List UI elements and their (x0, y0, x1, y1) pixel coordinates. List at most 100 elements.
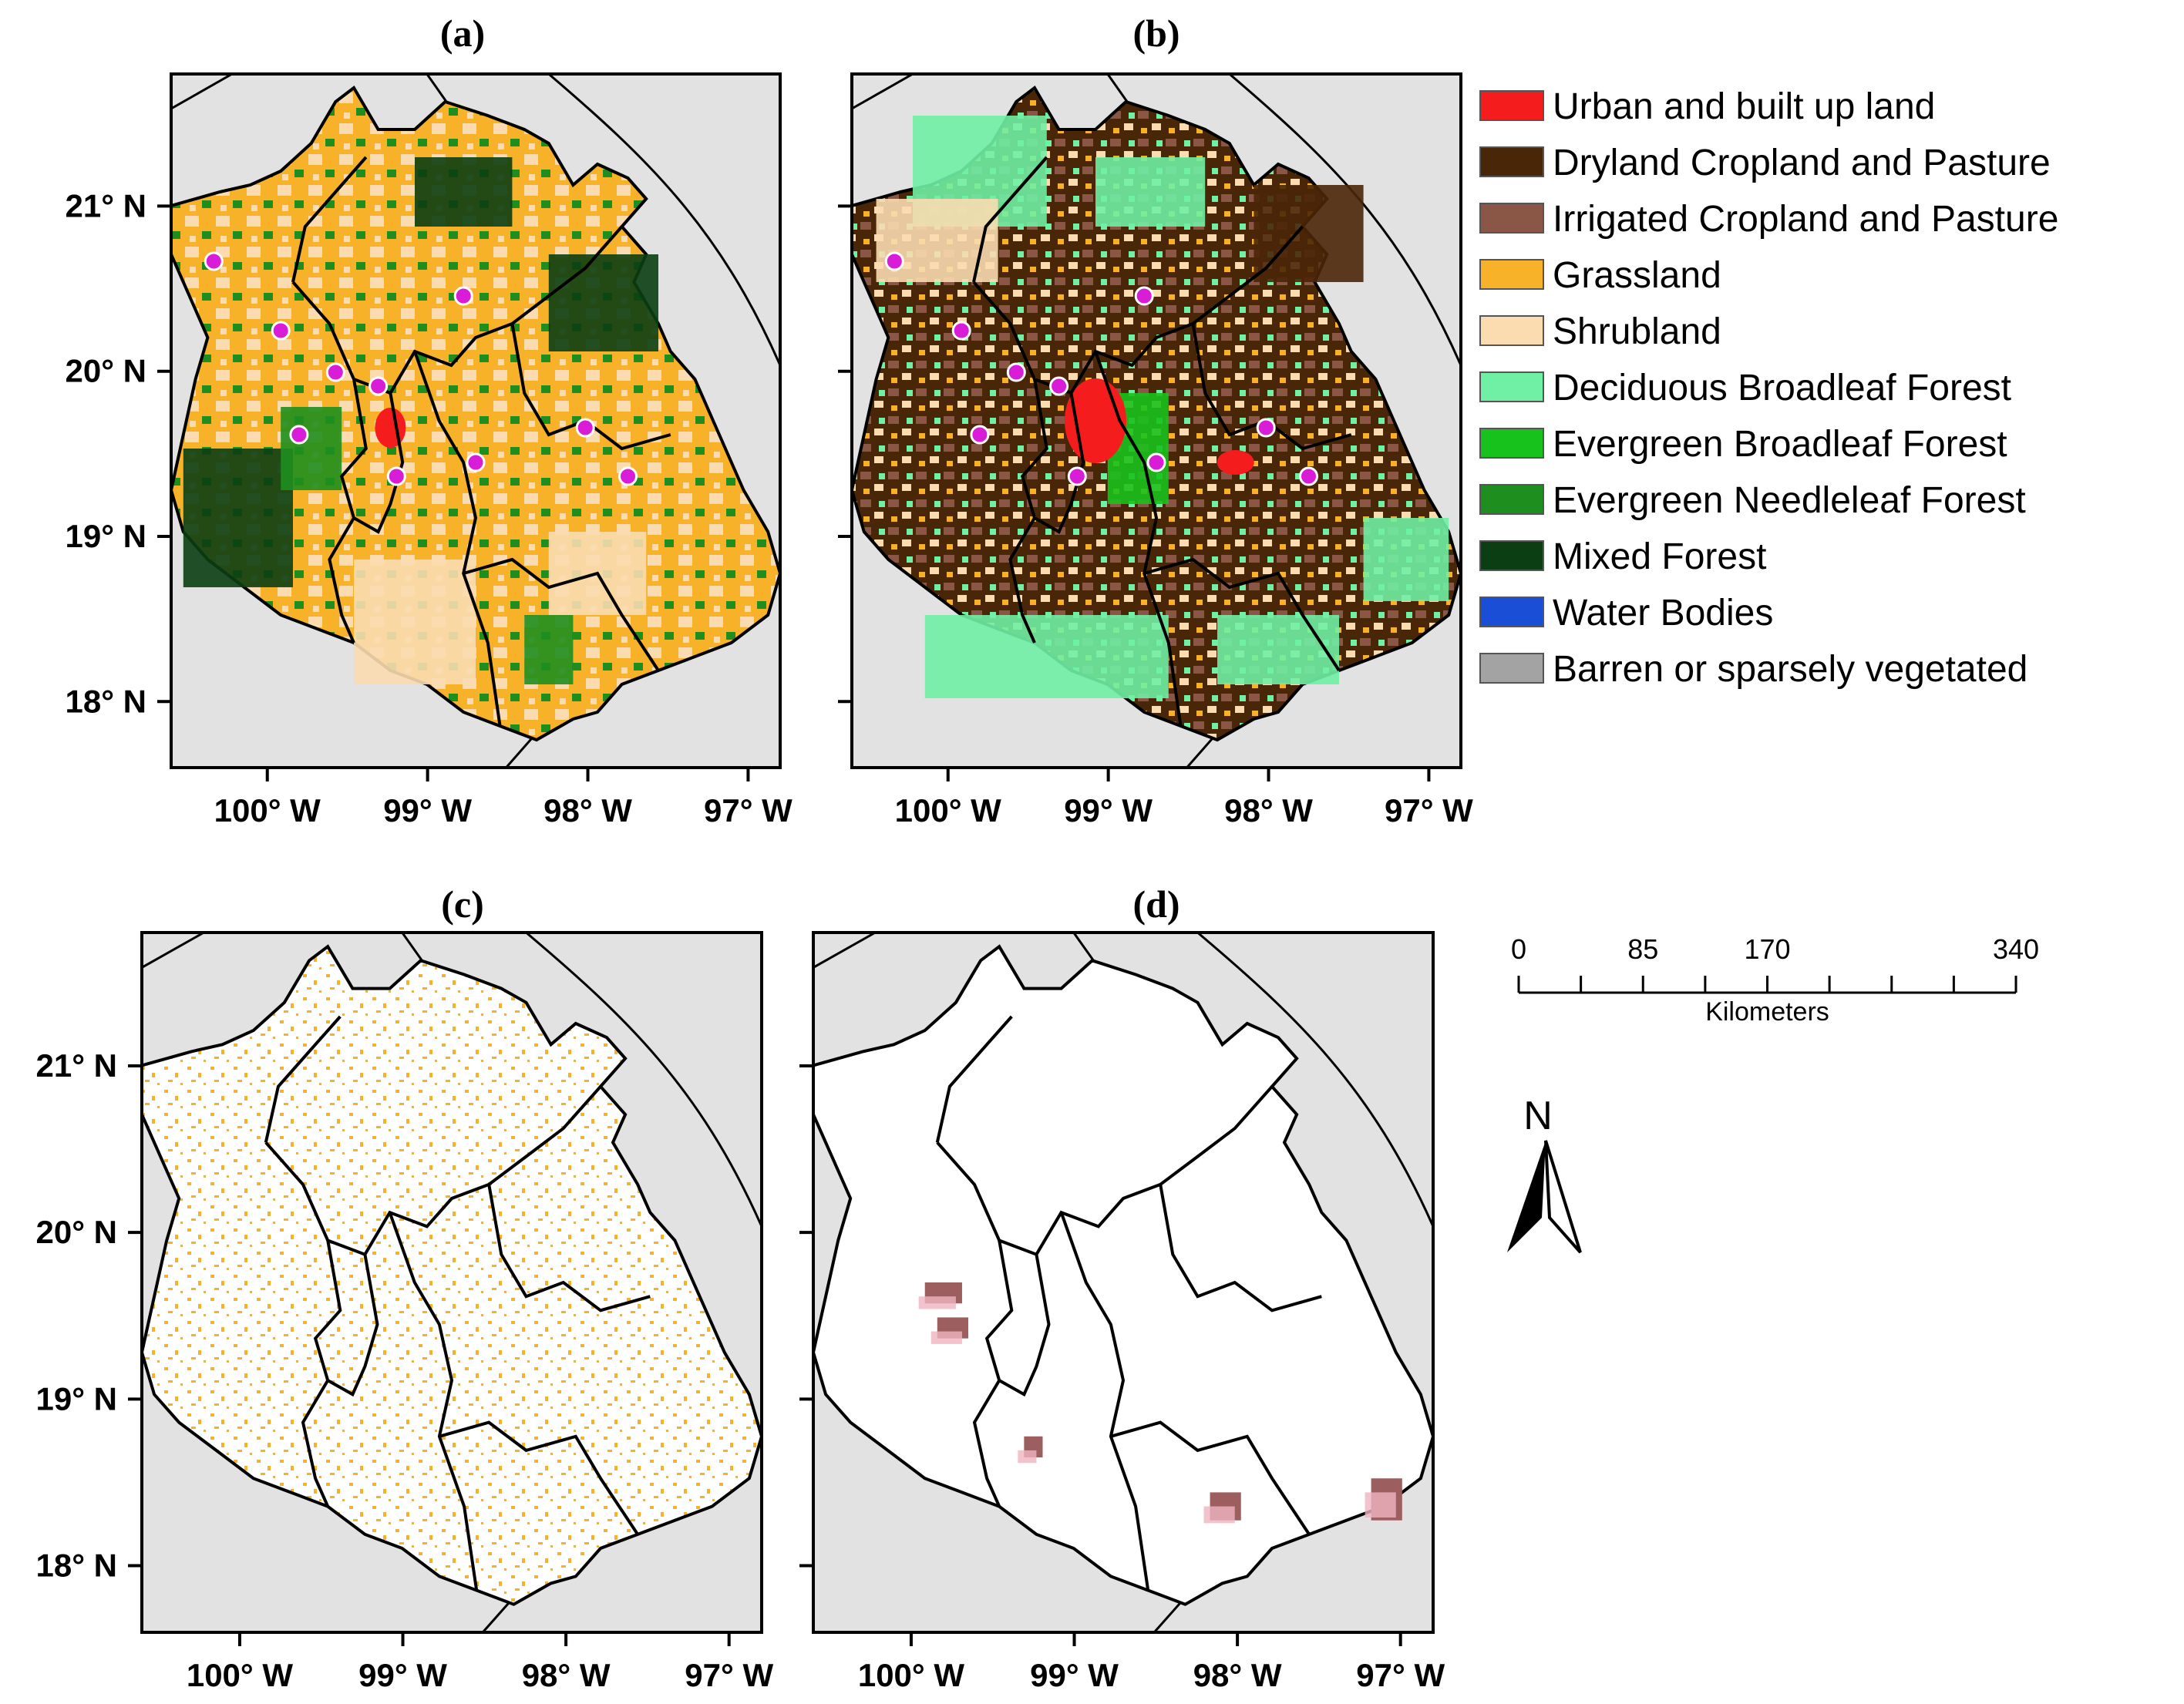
municipal-boundary (264, 1015, 342, 1143)
municipal-boundary (1059, 1212, 1150, 1591)
legend-swatch (1479, 259, 1544, 290)
lat-label: 19° N (35, 1380, 117, 1417)
legend-label: Barren or sparsely vegetated (1553, 649, 2028, 690)
urban-area (375, 408, 406, 448)
station-marker (1256, 418, 1276, 438)
lat-label: 19° N (65, 518, 146, 554)
coastline (1196, 933, 1433, 1227)
lon-label: 99° W (1064, 792, 1153, 828)
legend-item: Mixed Forest (1479, 536, 1766, 577)
lon-label: 98° W (522, 1657, 611, 1693)
station-marker (1049, 376, 1069, 396)
scale-label: 85 (1627, 933, 1658, 965)
municipal-boundary (439, 1420, 639, 1536)
municipal-boundary (972, 1380, 1001, 1507)
map-frame (812, 931, 1435, 1634)
scale-label: 0 (1511, 933, 1526, 965)
station-marker (575, 418, 595, 438)
scale-bar: 0 85 170 340 Kilometers (1511, 933, 2039, 1027)
scale-label: 170 (1744, 933, 1790, 965)
landcover-patch (924, 615, 1169, 698)
municipal-boundary (1191, 323, 1352, 451)
landcover-patch (1363, 518, 1449, 601)
lon-label: 98° W (1193, 1657, 1282, 1693)
lon-label: 99° W (358, 1657, 447, 1693)
legend-swatch (1479, 90, 1544, 121)
legend-swatch (1479, 315, 1544, 346)
station-marker (1134, 286, 1154, 306)
legend: Urban and built up land Dryland Cropland … (1479, 86, 2058, 690)
legend-item: Urban and built up land (1479, 86, 1935, 127)
legend-label: Evergreen Needleleaf Forest (1553, 480, 2026, 521)
legend-label: Mixed Forest (1553, 536, 1766, 577)
landcover-patch (548, 254, 658, 351)
station-marker (325, 362, 345, 382)
lon-label: 100° W (214, 792, 321, 828)
station-marker (970, 425, 990, 445)
municipal-boundary (463, 557, 660, 672)
lat-label: 20° N (65, 353, 146, 389)
lat-label: 21° N (65, 187, 146, 224)
legend-label: Urban and built up land (1553, 86, 1935, 127)
station-marker (1299, 466, 1318, 486)
station-marker (204, 251, 224, 271)
municipal-boundary (1008, 516, 1036, 644)
legend-item: Barren or sparsely vegetated (1479, 649, 2028, 690)
urban-area (1217, 450, 1254, 475)
legend-swatch (1479, 484, 1544, 515)
landcover-patch (281, 407, 342, 490)
station-marker (466, 452, 486, 472)
lon-label: 100° W (858, 1657, 965, 1693)
map-panel-b: (b) 100° W 99° W 98° W 97° W (838, 12, 1473, 828)
panel-label: (c) (441, 882, 484, 926)
map-frame (850, 72, 1462, 769)
map-frame (140, 931, 763, 1634)
municipal-boundary (291, 225, 624, 395)
station-marker (951, 321, 971, 341)
municipal-boundary (936, 1085, 1274, 1257)
lon-label: 98° W (1224, 792, 1313, 828)
study-region (813, 944, 1433, 1606)
north-arrow: N (1507, 1094, 1582, 1254)
coastline (547, 74, 780, 366)
legend-swatch (1479, 597, 1544, 627)
map-panel-a: (a) 21° N 20° N 19° N 18° N 100° W 99° W 98° W 9… (65, 12, 792, 828)
legend-label: Shrubland (1553, 311, 1721, 352)
municipal-boundary (388, 1212, 479, 1591)
scale-label: 340 (1993, 933, 2039, 965)
legend-item: Dryland Cropland and Pasture (1479, 143, 2051, 183)
irrigated-change-patch (930, 1331, 962, 1344)
north-arrow-label: N (1523, 1094, 1553, 1138)
lon-label: 97° W (1385, 792, 1473, 828)
station-marker (271, 321, 291, 341)
landcover-patch (183, 449, 293, 587)
station-marker (1006, 362, 1026, 382)
legend-label: Evergreen Broadleaf Forest (1553, 424, 2007, 465)
lat-label: 21° N (35, 1047, 117, 1084)
north-arrow-icon (1507, 1141, 1546, 1252)
landcover-patch (1254, 185, 1364, 282)
station-marker (453, 286, 473, 306)
legend-item: Evergreen Broadleaf Forest (1479, 424, 2007, 465)
legend-swatch (1479, 540, 1544, 571)
municipal-boundary (972, 156, 1048, 283)
lon-label: 99° W (383, 792, 472, 828)
legend-item: Grassland (1479, 255, 1721, 296)
municipal-boundary (972, 225, 1304, 395)
station-marker (368, 376, 389, 396)
landcover-patch (1217, 615, 1339, 684)
coastline (525, 933, 762, 1227)
station-marker (386, 466, 406, 486)
lat-label: 18° N (65, 683, 146, 719)
scale-unit: Kilometers (1705, 997, 1829, 1027)
station-marker (1146, 452, 1166, 472)
station-marker (1067, 466, 1087, 486)
municipal-boundary (413, 351, 502, 727)
map-panel-d: (d) 100° W 99° W 98° W 97° W (799, 882, 1445, 1693)
legend-item: Water Bodies (1479, 593, 1773, 634)
legend-label: Water Bodies (1553, 593, 1773, 634)
legend-label: Irrigated Cropland and Pasture (1553, 199, 2058, 240)
irrigated-change-patch (918, 1296, 956, 1309)
municipal-boundary (1159, 1184, 1322, 1312)
lat-label: 18° N (35, 1548, 117, 1584)
